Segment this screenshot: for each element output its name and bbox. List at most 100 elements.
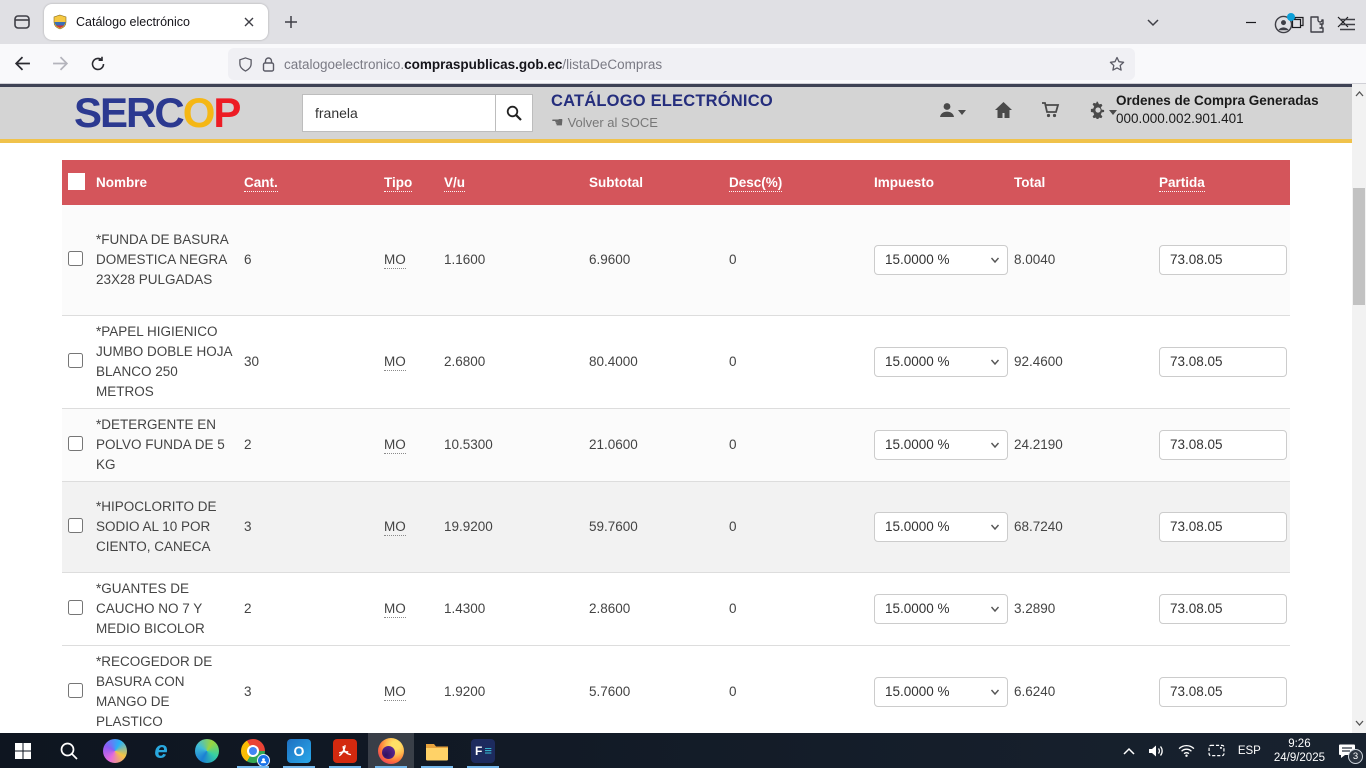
url-text[interactable]: catalogoelectronico.compraspublicas.gob.…: [284, 56, 663, 72]
tax-select[interactable]: 15.0000 %: [874, 244, 1008, 275]
cell-tipo[interactable]: MO: [384, 252, 406, 270]
cell-vu: 19.9200: [438, 480, 583, 572]
outlook-icon[interactable]: O: [276, 733, 322, 768]
cell-cant: 3: [238, 480, 378, 572]
start-button[interactable]: [0, 733, 46, 768]
reload-icon[interactable]: [82, 48, 114, 80]
firefox-view-icon[interactable]: [6, 6, 38, 38]
column-vu[interactable]: V/u: [444, 175, 466, 192]
scrollbar-thumb[interactable]: [1353, 188, 1365, 305]
display-connect-icon[interactable]: [1208, 744, 1225, 757]
orders-number: 000.000.002.901.401: [1116, 111, 1244, 126]
open-indicator: [237, 765, 269, 768]
scroll-down-icon[interactable]: [1352, 715, 1366, 731]
scroll-up-icon[interactable]: [1352, 86, 1366, 102]
volver-al-soce-link[interactable]: ☚ Volver al SOCE: [551, 114, 658, 130]
volume-icon[interactable]: [1148, 744, 1165, 758]
back-icon[interactable]: [6, 48, 38, 80]
file-explorer-icon[interactable]: [414, 733, 460, 768]
purchase-list-table: Nombre Cant. Tipo V/u Subtotal Desc(%) I…: [62, 160, 1290, 733]
cell-partida: [1153, 571, 1290, 645]
search-button[interactable]: [495, 94, 533, 132]
row-checkbox[interactable]: [68, 435, 83, 451]
row-checkbox[interactable]: [68, 517, 83, 533]
tray-chevron-up-icon[interactable]: [1123, 747, 1135, 755]
table-body: *FUNDA DE BASURA DOMESTICA NEGRA 23X28 P…: [62, 205, 1290, 733]
select-all-checkbox[interactable]: [68, 172, 85, 190]
column-desc[interactable]: Desc(%): [729, 175, 783, 192]
row-checkbox[interactable]: [68, 682, 83, 698]
acrobat-icon[interactable]: [322, 733, 368, 768]
column-tipo[interactable]: Tipo: [384, 175, 413, 192]
page-scrollbar[interactable]: [1352, 84, 1366, 733]
column-partida[interactable]: Partida: [1159, 175, 1205, 192]
settings-gear-icon[interactable]: [1089, 101, 1117, 119]
partida-input[interactable]: [1159, 511, 1287, 542]
tax-select[interactable]: 15.0000 %: [874, 676, 1008, 707]
browser-tab[interactable]: Catálogo electrónico: [44, 4, 268, 40]
tax-select[interactable]: 15.0000 %: [874, 511, 1008, 542]
cell-subtotal: 21.0600: [583, 407, 723, 481]
internet-explorer-icon[interactable]: e: [154, 736, 168, 764]
tab-close-icon[interactable]: [238, 11, 260, 33]
notification-center-icon[interactable]: 3: [1338, 743, 1363, 764]
tax-select[interactable]: 15.0000 %: [874, 429, 1008, 460]
cell-nombre: *HIPOCLORITO DE SODIO AL 10 POR CIENTO, …: [90, 480, 238, 572]
search-input[interactable]: [302, 94, 495, 132]
row-checkbox[interactable]: [68, 599, 83, 615]
user-menu-icon[interactable]: [938, 101, 966, 119]
list-all-tabs-icon[interactable]: [1138, 7, 1168, 37]
tax-select[interactable]: 15.0000 %: [874, 593, 1008, 624]
cell-subtotal: 5.7600: [583, 644, 723, 733]
partida-input[interactable]: [1159, 429, 1287, 460]
cell-total: 92.4600: [1008, 314, 1153, 408]
bookmark-star-icon[interactable]: [1109, 56, 1125, 72]
edge-icon[interactable]: [184, 733, 230, 768]
minimize-button[interactable]: [1228, 0, 1274, 44]
tax-select[interactable]: 15.0000 %: [874, 346, 1008, 377]
language-indicator[interactable]: ESP: [1237, 744, 1261, 757]
clock[interactable]: 9:26 24/9/2025: [1274, 737, 1325, 765]
copilot-icon[interactable]: [92, 733, 138, 768]
partida-input[interactable]: [1159, 593, 1287, 624]
cell-tipo[interactable]: MO: [378, 571, 438, 645]
account-icon[interactable]: [1274, 12, 1295, 34]
chrome-profile-badge: [257, 753, 270, 767]
cell-tipo[interactable]: MO: [378, 314, 438, 408]
forward-icon[interactable]: [44, 48, 76, 80]
cell-partida: [1153, 480, 1290, 572]
system-tray: ESP 9:26 24/9/2025 3: [1123, 733, 1366, 768]
cell-impuesto: 15.0000 %: [868, 314, 1008, 408]
sercop-logo[interactable]: SERCOP: [74, 89, 241, 136]
cell-tipo[interactable]: MO: [378, 407, 438, 481]
browser-tab-bar: Catálogo electrónico: [0, 0, 1366, 44]
firefox-taskbar-icon[interactable]: [368, 733, 414, 768]
cell-tipo[interactable]: MO: [378, 644, 438, 733]
home-icon[interactable]: [994, 101, 1013, 119]
cell-impuesto: 15.0000 %: [868, 571, 1008, 645]
url-bar[interactable]: catalogoelectronico.compraspublicas.gob.…: [228, 48, 1135, 80]
cell-nombre: *PAPEL HIGIENICO JUMBO DOBLE HOJA BLANCO…: [90, 314, 238, 408]
new-tab-button[interactable]: [276, 7, 306, 37]
extensions-puzzle-icon[interactable]: [1307, 15, 1325, 33]
column-cant[interactable]: Cant.: [244, 175, 278, 192]
yellow-accent-line: [0, 139, 1352, 143]
wifi-icon[interactable]: [1178, 744, 1195, 757]
chrome-icon[interactable]: [230, 733, 276, 768]
partida-input[interactable]: [1159, 244, 1287, 275]
fesr-app-icon[interactable]: F ≡: [460, 733, 506, 768]
orders-label: Ordenes de Compra Generadas: [1116, 93, 1319, 108]
lock-icon[interactable]: [262, 56, 275, 72]
table-row: *GUANTES DE CAUCHO NO 7 Y MEDIO BICOLOR …: [62, 571, 1290, 645]
cart-icon[interactable]: [1041, 101, 1061, 119]
partida-input[interactable]: [1159, 676, 1287, 707]
cell-partida: [1153, 314, 1290, 408]
row-checkbox[interactable]: [68, 352, 83, 368]
cell-total: 24.2190: [1008, 407, 1153, 481]
cell-tipo[interactable]: MO: [378, 480, 438, 572]
taskbar-search-icon[interactable]: [46, 733, 92, 768]
row-checkbox[interactable]: [68, 250, 83, 266]
menu-hamburger-icon[interactable]: [1339, 17, 1356, 32]
partida-input[interactable]: [1159, 346, 1287, 377]
shield-icon[interactable]: [238, 56, 253, 72]
